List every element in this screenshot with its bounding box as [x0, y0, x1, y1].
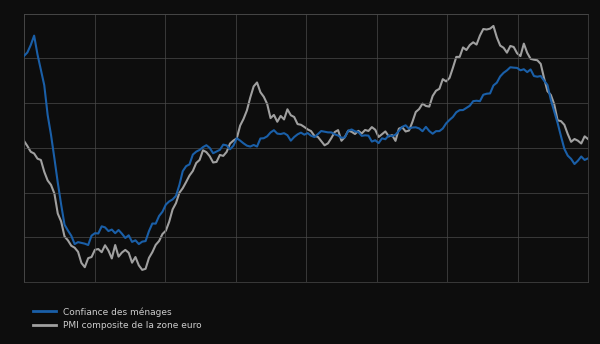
Legend: Confiance des ménages, PMI composite de la zone euro: Confiance des ménages, PMI composite de … — [29, 303, 205, 334]
